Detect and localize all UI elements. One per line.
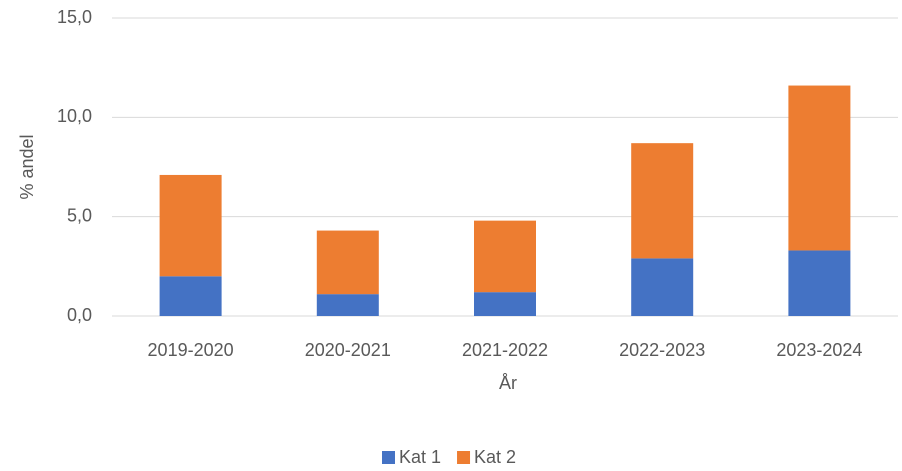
bar-segment: [631, 143, 694, 259]
y-tick-label: 0,0: [67, 305, 92, 325]
bar-segment: [631, 258, 694, 316]
legend-swatch: [382, 451, 395, 464]
bar-segment: [474, 292, 536, 316]
bar-segment: [159, 276, 222, 316]
y-axis-title: % andel: [17, 134, 37, 199]
bar-segment: [788, 85, 851, 251]
x-axis-title: År: [499, 373, 517, 393]
legend-swatch: [457, 451, 471, 464]
x-tick-label: 2022-2023: [619, 340, 705, 360]
y-tick-label: 5,0: [67, 205, 92, 225]
bar-segment: [474, 220, 536, 293]
bar-segment: [316, 294, 379, 316]
bar-segment: [788, 250, 851, 316]
bar-segment: [316, 230, 379, 295]
legend-label: Kat 2: [474, 447, 516, 467]
bar-segment: [159, 174, 222, 277]
x-tick-label: 2019-2020: [148, 340, 234, 360]
x-tick-label: 2020-2021: [305, 340, 391, 360]
x-tick-label: 2023-2024: [776, 340, 862, 360]
y-tick-label: 10,0: [57, 106, 92, 126]
x-tick-label: 2021-2022: [462, 340, 548, 360]
y-tick-label: 15,0: [57, 7, 92, 27]
legend-label: Kat 1: [399, 447, 441, 467]
